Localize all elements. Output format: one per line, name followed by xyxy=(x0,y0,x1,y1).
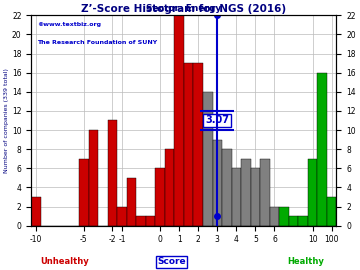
Text: Healthy: Healthy xyxy=(288,257,324,266)
Bar xyxy=(31,197,41,226)
Bar xyxy=(251,168,260,226)
Bar xyxy=(193,63,203,226)
Bar xyxy=(89,130,98,226)
Bar xyxy=(308,159,318,226)
Bar xyxy=(127,178,136,226)
Text: Score: Score xyxy=(157,257,186,266)
Bar xyxy=(241,159,251,226)
Text: ©www.textbiz.org: ©www.textbiz.org xyxy=(37,22,102,26)
Bar xyxy=(203,92,212,226)
Title: Z’-Score Histogram for NGS (2016): Z’-Score Histogram for NGS (2016) xyxy=(81,5,287,15)
Bar xyxy=(222,149,231,226)
Bar xyxy=(184,63,193,226)
Bar xyxy=(279,207,289,226)
Bar xyxy=(327,197,337,226)
Bar xyxy=(289,216,298,226)
Bar xyxy=(108,120,117,226)
Bar xyxy=(165,149,174,226)
Bar xyxy=(79,159,89,226)
Text: Sector: Energy: Sector: Energy xyxy=(146,4,221,13)
Bar xyxy=(117,207,127,226)
Bar xyxy=(260,159,270,226)
Bar xyxy=(146,216,155,226)
Bar xyxy=(231,168,241,226)
Bar xyxy=(212,140,222,226)
Bar xyxy=(174,15,184,226)
Bar xyxy=(155,168,165,226)
Bar xyxy=(136,216,146,226)
Bar xyxy=(270,207,279,226)
Y-axis label: Number of companies (339 total): Number of companies (339 total) xyxy=(4,68,9,173)
Bar xyxy=(298,216,308,226)
Bar xyxy=(318,73,327,226)
Text: Unhealthy: Unhealthy xyxy=(40,257,89,266)
Text: The Research Foundation of SUNY: The Research Foundation of SUNY xyxy=(37,40,158,45)
Text: 3.07: 3.07 xyxy=(205,116,229,126)
